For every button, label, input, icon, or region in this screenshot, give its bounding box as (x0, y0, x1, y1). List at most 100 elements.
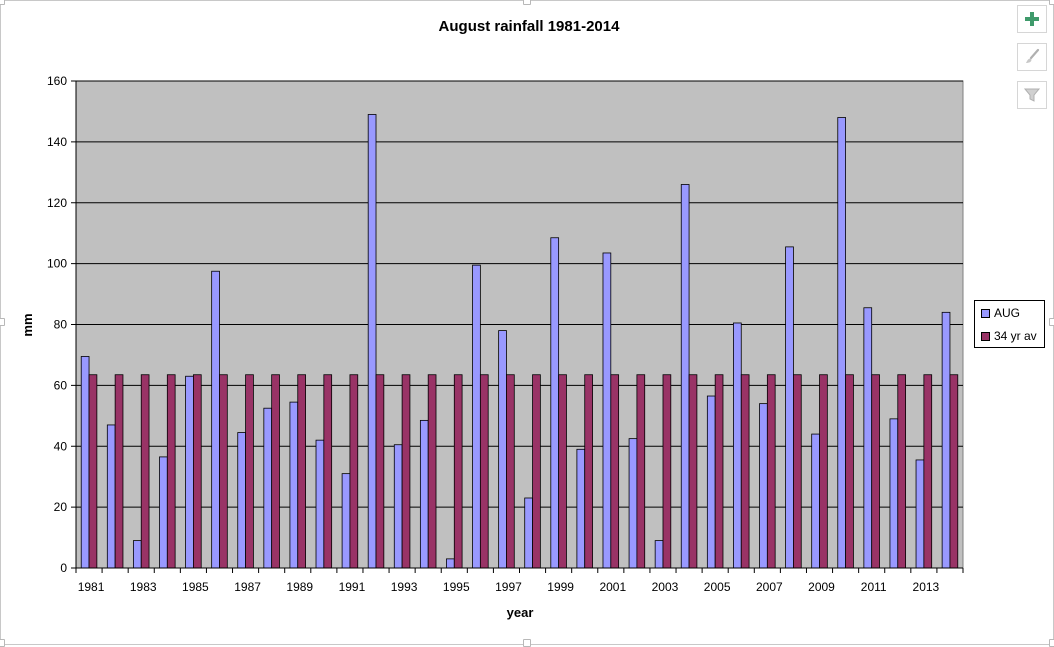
bar-average-1993 (401, 374, 411, 569)
x-tick-label: 1989 (286, 580, 313, 594)
bar-average-1998 (532, 374, 541, 569)
resize-handle-top-right[interactable] (1049, 0, 1054, 5)
bar-aug-2000 (576, 448, 586, 569)
y-tick-label: 20 (54, 500, 68, 514)
legend-label-average: 34 yr av (994, 329, 1037, 343)
x-tick-label: 1983 (130, 580, 157, 594)
chart-elements-button[interactable] (1017, 5, 1047, 33)
y-tick-label: 140 (47, 135, 67, 149)
bar-aug-1987 (237, 432, 246, 569)
bar-aug-2008 (785, 246, 794, 569)
resize-handle-top-left[interactable] (0, 0, 5, 5)
bar-average-2008 (793, 374, 802, 569)
bar-average-1984 (166, 374, 176, 569)
bar-average-2014 (949, 374, 959, 569)
x-tick-label: 1999 (547, 580, 574, 594)
resize-handle-right[interactable] (1049, 318, 1054, 326)
y-axis-label: mm (20, 313, 35, 336)
paintbrush-icon (1026, 48, 1040, 63)
bar-average-1992 (375, 374, 385, 569)
y-tick-label: 120 (47, 196, 67, 210)
bar-average-1982 (114, 374, 124, 569)
x-tick-label: 2007 (756, 580, 783, 594)
legend-swatch-aug (981, 308, 990, 318)
x-tick-label: 1997 (495, 580, 522, 594)
bar-aug-1981 (80, 356, 90, 569)
bar-aug-2011 (863, 307, 873, 569)
x-tick-label: 2005 (704, 580, 731, 594)
bar-average-2012 (897, 374, 907, 569)
bar-average-2004 (688, 374, 698, 569)
bar-average-2009 (819, 374, 828, 569)
bar-aug-2009 (811, 433, 820, 569)
bar-average-2001 (610, 374, 620, 569)
x-axis-ticks: 1981 1983 1985 1987 1989 1991 1993 1995 1997 1999… (75, 568, 964, 594)
legend-item-average: 34 yr av (981, 328, 1037, 344)
x-tick-label: 1995 (443, 580, 470, 594)
y-tick-label: 40 (54, 439, 68, 453)
bar-aug-2003 (654, 540, 664, 569)
bar-aug-1982 (106, 424, 116, 569)
bar-average-1990 (323, 374, 333, 569)
bar-aug-1990 (315, 439, 325, 569)
y-tick-label: 0 (60, 561, 67, 575)
bar-aug-1999 (550, 237, 560, 569)
bar-average-2011 (871, 374, 880, 569)
bar-aug-1997 (498, 330, 507, 569)
bar-aug-1995 (446, 558, 455, 569)
x-tick-label: 2009 (808, 580, 835, 594)
x-tick-label: 2011 (861, 580, 887, 594)
chart-title: August rainfall 1981-2014 (439, 18, 621, 35)
y-tick-label: 60 (54, 378, 68, 392)
x-tick-label: 1987 (234, 580, 261, 594)
bar-average-1994 (427, 374, 437, 569)
bar-aug-1985 (185, 375, 194, 569)
bar-aug-1984 (159, 456, 168, 569)
bar-average-1999 (558, 374, 567, 569)
bar-average-1988 (271, 374, 280, 569)
x-axis-label: year (507, 605, 534, 620)
bar-average-1985 (192, 374, 202, 569)
y-tick-label: 80 (54, 318, 68, 332)
chart-filters-button[interactable] (1017, 81, 1047, 109)
bar-aug-2004 (680, 184, 690, 569)
legend-swatch-average (981, 331, 990, 341)
bar-average-2005 (714, 374, 724, 569)
bar-aug-2002 (628, 438, 638, 569)
y-axis-ticks: 0 20 40 60 80 100 120 140 160 (47, 74, 76, 575)
plus-icon (1025, 12, 1039, 26)
x-tick-label: 1991 (339, 580, 366, 594)
resize-handle-left[interactable] (0, 318, 5, 326)
legend-item-aug: AUG (981, 305, 1020, 321)
bar-aug-1994 (419, 419, 429, 569)
bar-aug-1989 (289, 401, 299, 569)
bar-aug-1986 (211, 270, 220, 569)
x-tick-label: 1985 (182, 580, 209, 594)
x-tick-label: 1981 (78, 580, 105, 594)
y-tick-label: 100 (47, 257, 67, 271)
bar-aug-2010 (837, 117, 847, 569)
bar-average-1995 (453, 374, 463, 569)
bar-aug-2007 (759, 403, 768, 569)
bar-aug-1993 (393, 444, 403, 569)
resize-handle-top[interactable] (523, 0, 531, 5)
bar-aug-2014 (941, 311, 951, 569)
bar-aug-2006 (733, 322, 742, 569)
bar-average-1996 (479, 374, 489, 569)
bar-average-1983 (140, 374, 150, 569)
x-tick-label: 2001 (599, 580, 626, 594)
bar-average-2002 (636, 374, 646, 569)
legend: AUG 34 yr av (974, 300, 1045, 348)
bar-aug-1988 (263, 407, 273, 569)
chart-styles-button[interactable] (1017, 43, 1047, 71)
bar-aug-1992 (367, 114, 377, 569)
x-tick-label: 2003 (652, 580, 679, 594)
bar-average-1987 (245, 374, 254, 569)
bar-average-2007 (766, 374, 776, 569)
bar-aug-2005 (706, 395, 716, 569)
bar-average-2000 (584, 374, 593, 569)
bar-aug-1991 (341, 473, 351, 569)
legend-label-aug: AUG (994, 306, 1021, 320)
x-tick-label: 1993 (391, 580, 418, 594)
